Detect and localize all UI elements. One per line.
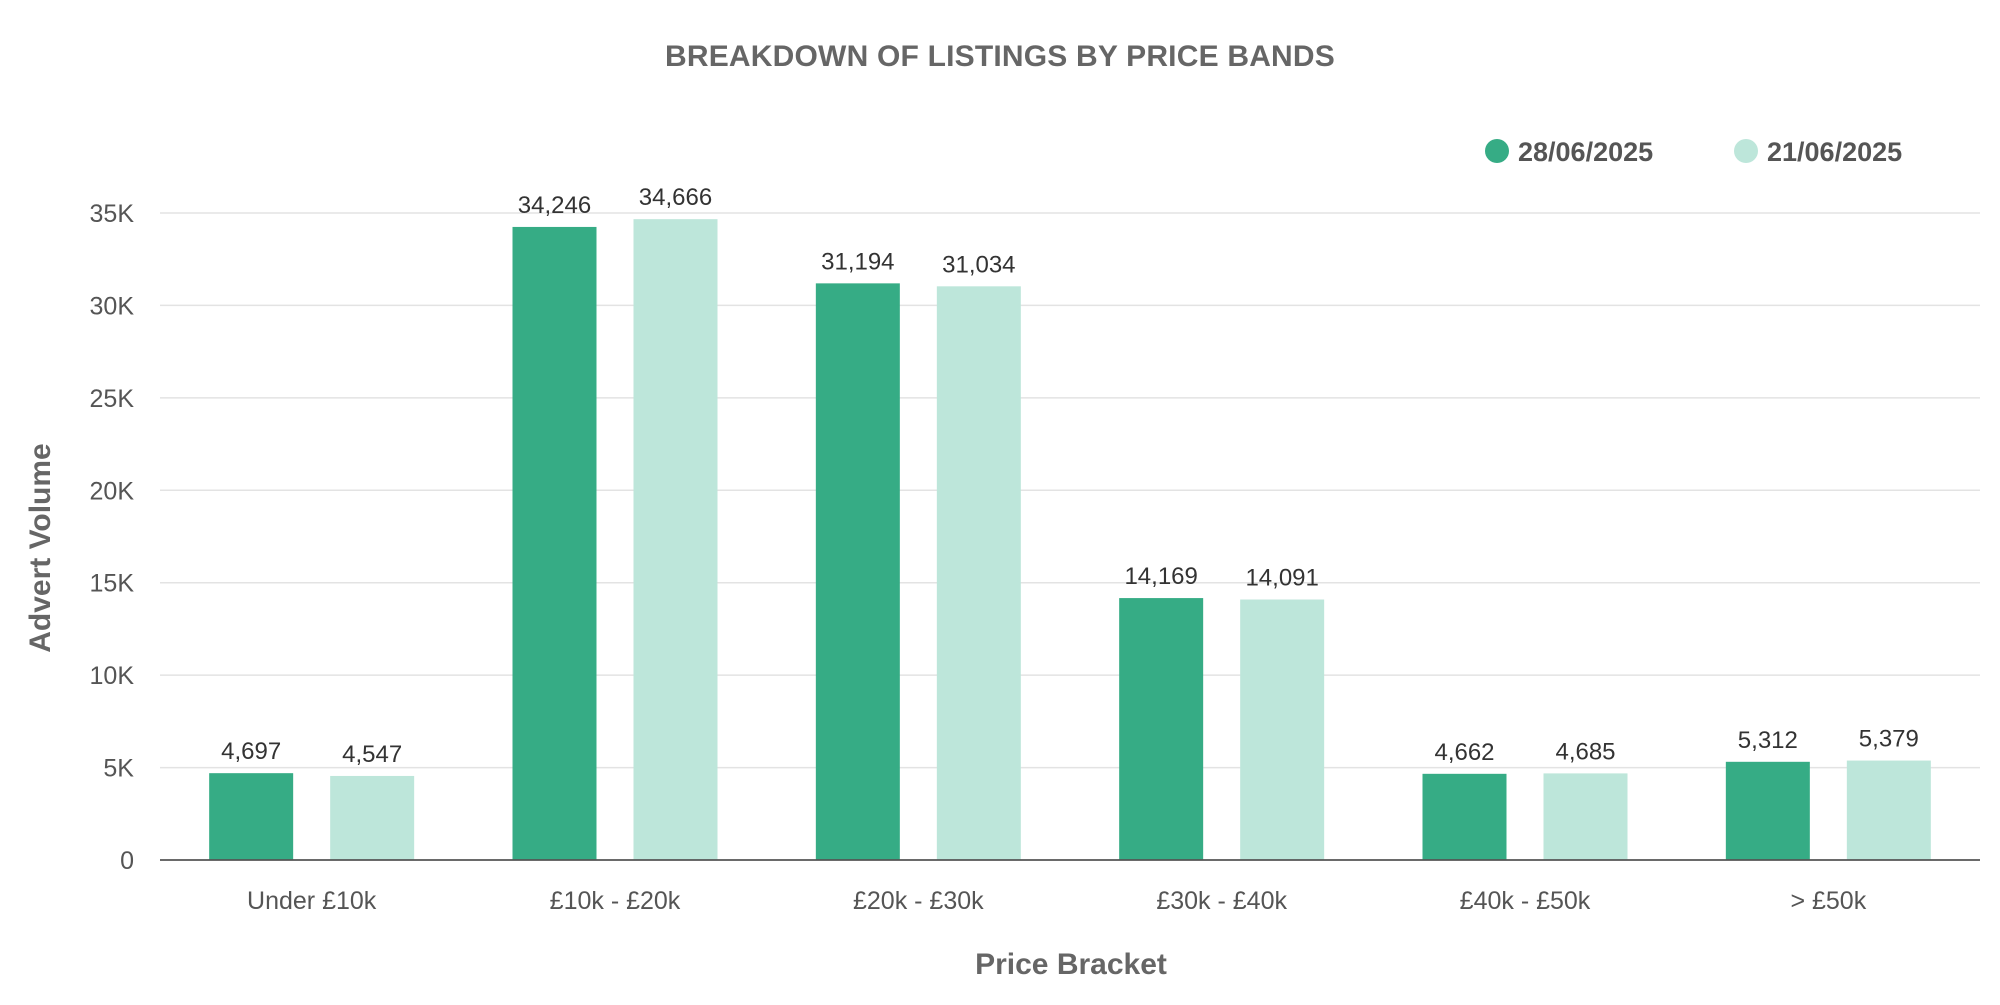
data-label: 34,246: [518, 192, 591, 219]
y-tick-label: 10K: [90, 662, 135, 690]
data-label: 4,685: [1555, 738, 1615, 765]
bar[interactable]: [1543, 773, 1628, 860]
data-label: 4,662: [1434, 739, 1494, 766]
y-tick-label: 5K: [103, 755, 134, 783]
axes: 0 5K 10K 15K 20K 25K 30K 35K Under £10k £10k - £2…: [90, 200, 1980, 915]
bar[interactable]: [1725, 761, 1810, 860]
y-tick-label: 15K: [90, 570, 135, 598]
y-tick-label: 35K: [90, 200, 135, 228]
bar[interactable]: [1119, 598, 1204, 860]
y-tick-label: 0: [120, 847, 134, 875]
legend-marker: [1485, 139, 1509, 163]
chart-title: BREAKDOWN OF LISTINGS BY PRICE BANDS: [664, 40, 1335, 73]
legend-label: 21/06/2025: [1767, 137, 1902, 167]
bar[interactable]: [512, 226, 597, 860]
data-label: 5,312: [1738, 727, 1798, 754]
bar[interactable]: [330, 775, 415, 860]
x-tick-label: Under £10k: [247, 887, 377, 915]
data-labels: 4,697 4,547 34,246 34,666 31,194 31,034 14,169…: [221, 184, 1919, 768]
x-axis-title: Price Bracket: [975, 948, 1167, 981]
legend-item[interactable]: 21/06/2025: [1734, 137, 1902, 167]
y-tick-label: 30K: [90, 292, 135, 320]
x-tick-label: £40k - £50k: [1460, 887, 1591, 915]
legend-marker: [1734, 139, 1758, 163]
legend: 28/06/2025 21/06/2025: [1485, 137, 1902, 167]
bar[interactable]: [1240, 599, 1325, 860]
data-label: 14,091: [1245, 565, 1318, 592]
data-label: 4,547: [342, 741, 402, 768]
y-axis-title: Advert Volume: [24, 443, 57, 653]
bar[interactable]: [815, 283, 900, 860]
y-tick-label: 20K: [90, 477, 135, 505]
data-label: 34,666: [639, 184, 712, 211]
x-tick-label: £20k - £30k: [853, 887, 984, 915]
bars: [209, 219, 1931, 861]
x-tick-label: £30k - £40k: [1156, 887, 1287, 915]
bar[interactable]: [1422, 773, 1507, 860]
data-label: 31,034: [942, 251, 1015, 278]
legend-item[interactable]: 28/06/2025: [1485, 137, 1653, 167]
y-tick-label: 25K: [90, 385, 135, 413]
bar[interactable]: [1846, 760, 1931, 860]
data-label: 4,697: [221, 738, 281, 765]
data-label: 5,379: [1859, 726, 1919, 753]
bar[interactable]: [936, 286, 1021, 860]
legend-label: 28/06/2025: [1518, 137, 1653, 167]
data-label: 31,194: [821, 248, 894, 275]
data-label: 14,169: [1124, 563, 1197, 590]
x-tick-label: £10k - £20k: [550, 887, 681, 915]
bar[interactable]: [209, 773, 294, 860]
x-tick-label: > £50k: [1790, 887, 1866, 915]
bar[interactable]: [633, 219, 718, 861]
gridlines: [160, 212, 1980, 769]
